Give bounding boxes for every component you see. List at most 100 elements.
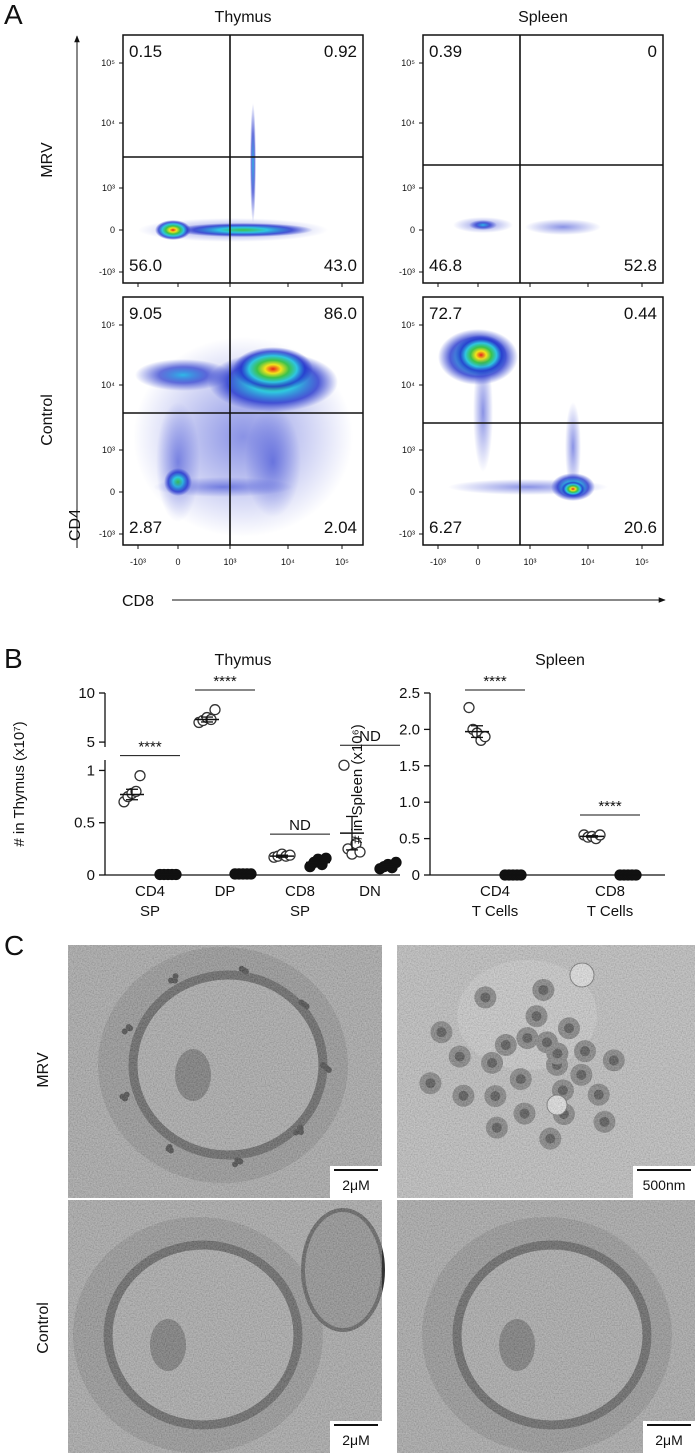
panel-label: A [4,0,23,30]
plot-frame [422,296,664,546]
scale-bar-label: 2μM [342,1432,370,1448]
scale-bar-label: 2μM [342,1177,370,1193]
scale-bar-box [643,1421,695,1453]
scale-bar-box [330,1166,382,1198]
flow-plot: 0.150.9256.043.010⁵10⁴10³0-10³-10³010³10… [99,34,364,305]
quadrant-percentage: 72.7 [429,304,462,323]
x-tick-label: CD8 SP [284,883,315,920]
flow-plot: 0.39046.852.810⁵10⁴10³0-10³-10³010³10⁴10… [399,34,664,305]
x-tick-label: CD4 T Cells [471,883,519,920]
significance-label: ND [289,817,311,834]
data-point [338,759,350,771]
data-point [134,770,146,782]
y-axis-label: CD4 [67,509,84,541]
image-texture [397,1200,695,1453]
data-point [209,704,221,716]
plot-frame [122,34,364,284]
density-cloud [233,347,313,391]
y-tick-label: 0 [87,867,95,884]
flow-plot: 72.7 0.44 6.27 20.6 10⁵ 10⁴ 10³ 0 -10³ -10³ 0 10³ 10… [399,296,664,567]
x-tick-label: CD4 SP [134,883,165,920]
quadrant-percentage: 0 [648,42,657,61]
y-tick-label: -10³ [399,267,415,277]
x-tick-label: 10³ [523,557,536,567]
image-texture [397,945,695,1198]
density-cloud [565,402,581,492]
significance-label: **** [598,798,622,815]
y-tick-label: 10 [78,685,95,702]
chart-title: Thymus [215,652,272,669]
significance-label: ND [359,728,381,745]
x-tick-label: 10⁴ [281,557,295,567]
em-image: 2μM [68,945,382,1198]
quadrant-percentage: 0.15 [129,42,162,61]
em-image: 500nm [397,945,695,1198]
em-image: 2μM [397,1200,695,1453]
y-tick-label: 1.5 [399,758,420,775]
y-tick-label: 10⁵ [401,320,415,330]
data-point [463,701,475,714]
density-cloud [473,352,493,472]
y-tick-label: 0 [110,487,115,497]
quadrant-percentage: 0.92 [324,42,357,61]
x-tick-label: 0 [475,557,480,567]
y-tick-label: 10⁴ [101,380,115,390]
y-tick-label: 0.5 [399,831,420,848]
flow-plot: 9.05 86.0 2.87 2.04 10⁵ 10⁴ 10³ 0 -10³ -10³ 0 10³ 10… [99,296,364,567]
y-tick-label: 10⁴ [401,380,415,390]
y-tick-label: 10⁵ [101,320,115,330]
quadrant-percentage: 2.04 [324,518,357,537]
x-tick-label: DN [359,883,381,900]
panel-label: C [4,930,24,961]
density-cloud [155,220,191,240]
quadrant-percentage: 56.0 [129,256,162,275]
data-point [479,731,491,743]
density-cloud [153,477,293,497]
x-tick-label: 10⁴ [581,557,595,567]
y-tick-label: 10³ [102,183,115,193]
y-tick-label: -10³ [99,267,115,277]
x-tick-label: DP [214,883,236,900]
y-tick-label: 2.0 [399,721,420,738]
y-tick-label: 0 [412,867,420,884]
scale-bar-label: 2μM [655,1432,683,1448]
y-tick-label: 2.5 [399,685,420,702]
scale-bar-label: 500nm [643,1177,686,1193]
y-axis-label: # in Spleen (x10⁶) [349,724,366,844]
quadrant-percentage: 2.87 [129,518,162,537]
data-point [594,829,606,841]
scale-bar-box [633,1166,695,1198]
density-cloud [173,223,313,237]
column-title: Spleen [518,9,568,26]
quadrant-percentage: 0.44 [624,304,657,323]
density-cloud [469,220,497,230]
y-tick-label: 10⁵ [101,58,115,68]
quadrant-percentage: 20.6 [624,518,657,537]
quadrant-percentage: 9.05 [129,304,162,323]
y-tick-label: 1.0 [399,794,420,811]
quadrant-percentage: 43.0 [324,256,357,275]
quadrant-percentage: 6.27 [429,518,462,537]
density-cloud [156,402,200,522]
density-cloud [525,219,601,235]
y-tick-label: 0 [410,487,415,497]
x-axis-label: CD8 [122,593,154,610]
x-tick-label: 0 [175,557,180,567]
plot-frame [422,34,664,284]
x-tick-label: 10⁵ [635,557,649,567]
y-tick-label: 0.5 [74,815,95,832]
plot-background [123,35,363,283]
significance-label: **** [483,673,507,690]
y-tick-label: 10⁴ [401,118,415,128]
row-label: MRV [39,142,56,178]
row-label: MRV [35,1052,52,1088]
density-cloud [250,103,256,223]
x-tick-label: -10³ [430,557,446,567]
scale-bar-box [330,1421,382,1453]
y-tick-label: -10³ [399,529,415,539]
y-tick-label: 0 [110,225,115,235]
significance-label: **** [213,673,237,690]
significance-label: **** [138,739,162,756]
